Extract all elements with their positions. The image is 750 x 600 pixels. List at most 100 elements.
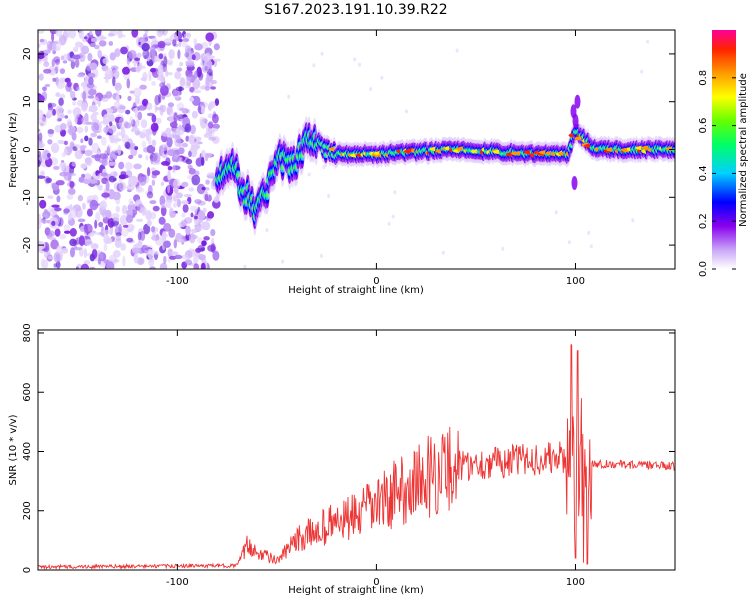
noise-blob bbox=[90, 113, 97, 121]
noise-blob bbox=[126, 184, 135, 191]
noise-blob bbox=[89, 178, 98, 184]
noise-blob bbox=[69, 228, 77, 237]
snr-ticks: -100 0 100 0 200 400 600 800 bbox=[22, 323, 675, 588]
noise-blob bbox=[243, 264, 247, 269]
noise-blob bbox=[95, 30, 102, 37]
noise-blob bbox=[214, 98, 220, 106]
noise-blob bbox=[142, 49, 150, 60]
noise-blob bbox=[174, 71, 182, 80]
noise-blob bbox=[107, 32, 115, 37]
noise-blob bbox=[43, 68, 52, 74]
noise-blob bbox=[143, 33, 148, 43]
noise-blob bbox=[111, 213, 120, 219]
noise-blob bbox=[189, 124, 196, 135]
noise-blob bbox=[209, 127, 219, 132]
noise-blob bbox=[51, 32, 55, 42]
noise-blob bbox=[150, 122, 159, 132]
noise-blob bbox=[157, 64, 164, 73]
noise-blob bbox=[187, 164, 193, 169]
noise-blob bbox=[190, 141, 200, 152]
noise-blob bbox=[138, 154, 143, 159]
noise-blob bbox=[90, 132, 98, 138]
noise-blob bbox=[120, 243, 126, 251]
noise-blob bbox=[175, 86, 185, 92]
noise-blob bbox=[200, 247, 205, 252]
noise-blob bbox=[156, 30, 164, 38]
noise-blob bbox=[199, 116, 206, 125]
noise-blob bbox=[203, 236, 210, 241]
snr-series-line bbox=[38, 344, 675, 570]
noise-blob bbox=[205, 80, 213, 88]
noise-blob bbox=[131, 30, 139, 38]
noise-blob bbox=[118, 117, 125, 129]
noise-blob bbox=[95, 211, 101, 222]
noise-blob bbox=[51, 58, 55, 67]
noise-blob bbox=[62, 60, 68, 64]
noise-blob bbox=[137, 105, 147, 111]
noise-blob bbox=[202, 207, 207, 213]
noise-blob bbox=[146, 144, 156, 154]
noise-blob bbox=[176, 67, 183, 72]
noise-blob bbox=[63, 53, 69, 61]
noise-blob bbox=[113, 171, 117, 179]
noise-blob bbox=[83, 223, 93, 234]
noise-blob bbox=[196, 183, 206, 195]
noise-blob bbox=[89, 41, 96, 48]
noise-blob bbox=[161, 30, 168, 36]
noise-blob bbox=[132, 107, 138, 113]
noise-blob bbox=[501, 246, 505, 251]
noise-blob bbox=[205, 218, 212, 222]
x-tick-label: 100 bbox=[566, 276, 585, 287]
noise-blob bbox=[146, 167, 151, 177]
noise-blob bbox=[146, 219, 152, 227]
noise-blob bbox=[205, 179, 210, 185]
noise-blob bbox=[133, 252, 139, 264]
noise-blob bbox=[40, 170, 45, 176]
noise-blob bbox=[86, 82, 95, 89]
noise-blob bbox=[59, 162, 67, 169]
noise-blob bbox=[168, 134, 175, 139]
y-tick-label: -20 bbox=[22, 237, 33, 253]
noise-blob bbox=[121, 205, 128, 215]
noise-blob bbox=[441, 250, 445, 255]
spur-blob bbox=[572, 113, 579, 128]
noise-blob bbox=[59, 233, 66, 240]
y-tick-label: 600 bbox=[22, 383, 33, 402]
noise-blob bbox=[152, 152, 161, 164]
noise-blob bbox=[54, 124, 63, 133]
noise-blob bbox=[58, 97, 64, 107]
noise-blob bbox=[103, 243, 108, 252]
noise-blob bbox=[143, 223, 151, 235]
noise-blob bbox=[213, 43, 220, 51]
snr-frame bbox=[37, 329, 676, 571]
noise-blob bbox=[69, 238, 77, 247]
noise-blob bbox=[168, 228, 176, 238]
noise-blob bbox=[201, 41, 209, 49]
noise-blob bbox=[197, 237, 203, 244]
noise-blob bbox=[116, 131, 122, 136]
noise-blob bbox=[78, 235, 85, 247]
snr-panel: -100 0 100 0 200 400 600 800 Height of straight… bbox=[8, 323, 676, 596]
noise-blob bbox=[89, 253, 95, 262]
noise-blob bbox=[136, 257, 145, 265]
noise-blob bbox=[194, 199, 202, 204]
noise-blob bbox=[140, 77, 147, 81]
noise-blob bbox=[160, 181, 165, 186]
x-tick-label: -100 bbox=[166, 577, 189, 588]
noise-blob bbox=[38, 240, 43, 252]
noise-blob bbox=[161, 161, 170, 166]
noise-blob bbox=[91, 122, 100, 133]
noise-blob bbox=[132, 247, 141, 254]
noise-blob bbox=[57, 118, 62, 122]
noise-blob bbox=[106, 144, 112, 154]
noise-blob bbox=[554, 210, 558, 215]
noise-blob bbox=[38, 95, 45, 103]
noise-blob bbox=[92, 231, 101, 236]
noise-blob bbox=[54, 59, 60, 65]
noise-blob bbox=[137, 111, 143, 121]
y-tick-label: 0 bbox=[22, 146, 33, 152]
noise-blob bbox=[160, 104, 167, 113]
noise-blob bbox=[130, 225, 134, 233]
noise-blob bbox=[159, 76, 165, 83]
noise-blob bbox=[129, 116, 134, 125]
